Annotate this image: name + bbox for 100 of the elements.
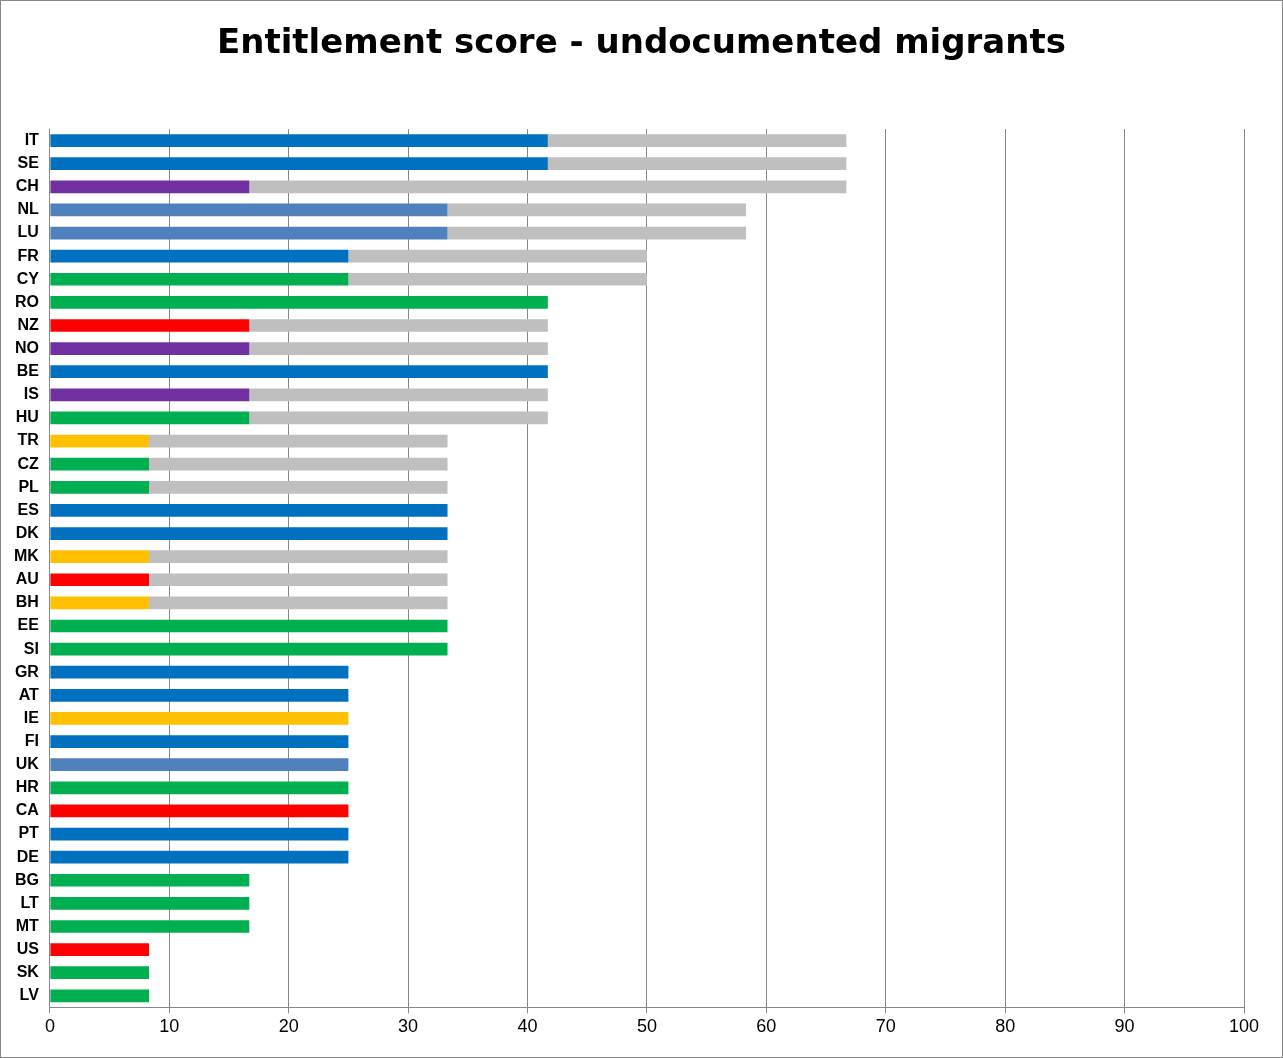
x-tick-label: 80 [995, 1016, 1016, 1037]
y-tick-label: HU [15, 408, 39, 426]
bar [50, 296, 548, 309]
bar [348, 272, 647, 286]
y-tick-label: SK [16, 963, 40, 981]
y-tick-label: ES [17, 500, 40, 518]
x-tick-label: 70 [875, 1016, 896, 1037]
y-tick-label: FI [24, 731, 39, 749]
x-tick-label: 20 [278, 1016, 299, 1037]
bar [249, 388, 548, 402]
bar [50, 527, 448, 540]
y-tick-label: RO [14, 292, 39, 310]
x-tick-label: 100 [1228, 1016, 1260, 1037]
y-tick-label: NO [14, 339, 39, 357]
bar [50, 411, 250, 425]
y-tick-label: FR [17, 246, 40, 264]
y-tick-label: MT [15, 916, 40, 934]
bar [547, 157, 847, 171]
y-tick-label: CZ [17, 454, 40, 472]
bar [50, 249, 349, 263]
bar [50, 480, 149, 494]
bar [149, 550, 448, 563]
bar [50, 157, 548, 171]
bar [50, 619, 448, 633]
y-tick-label: MK [13, 547, 40, 565]
x-tick-label: 90 [1114, 1016, 1135, 1037]
bar [249, 319, 548, 332]
bar [50, 943, 149, 956]
bar [447, 226, 747, 240]
bar [447, 203, 747, 217]
bar [50, 365, 548, 379]
bar [149, 457, 448, 471]
bar [547, 134, 847, 147]
y-tick-label: BH [15, 593, 39, 611]
bar [50, 688, 349, 702]
bar [149, 434, 448, 448]
bar [50, 850, 349, 864]
bar [50, 388, 250, 402]
x-tick-label: 0 [44, 1016, 55, 1037]
bar [50, 804, 349, 818]
y-tick-label: GR [14, 662, 40, 680]
bar [50, 573, 149, 587]
y-tick-label: PT [18, 824, 40, 842]
bar [50, 457, 149, 471]
y-tick-label: IE [23, 708, 40, 726]
bar [50, 712, 349, 725]
bar [50, 665, 349, 679]
bar [50, 226, 448, 240]
y-tick-label: HR [15, 778, 40, 796]
chart-title: Entitlement score - undocumented migrants [216, 21, 1067, 61]
y-tick-label: CY [16, 269, 40, 287]
bar [50, 920, 250, 933]
bar [50, 550, 149, 563]
bar [249, 180, 847, 194]
y-tick-label: PL [18, 477, 40, 495]
y-tick-label: SI [23, 639, 39, 657]
y-tick-label: NZ [17, 315, 40, 333]
bar [50, 781, 349, 795]
bar [50, 642, 448, 656]
bar [50, 735, 349, 748]
x-tick-label: 50 [636, 1016, 657, 1037]
bar [50, 319, 250, 332]
bar [50, 596, 149, 610]
y-tick-label: TR [17, 431, 40, 449]
bar [50, 966, 149, 980]
y-tick-label: EE [17, 616, 40, 634]
y-tick-label: BG [14, 870, 39, 888]
y-tick-label: DK [15, 523, 40, 541]
x-tick-label: 10 [159, 1016, 180, 1037]
y-tick-label: US [16, 940, 40, 958]
bar [50, 134, 548, 147]
x-tick-label: 60 [756, 1016, 777, 1037]
y-tick-label: AT [18, 685, 40, 703]
y-tick-label: UK [15, 755, 40, 773]
y-tick-label: NL [17, 200, 40, 218]
y-tick-label: IT [24, 130, 40, 148]
y-tick-label: BE [16, 362, 40, 380]
x-tick-label: 40 [517, 1016, 538, 1037]
bar [50, 873, 250, 887]
bar [149, 596, 448, 610]
bar [50, 827, 349, 841]
bar [50, 989, 149, 1003]
bar [50, 897, 250, 910]
bar [149, 573, 448, 587]
y-tick-label: LV [19, 986, 40, 1004]
bar [50, 203, 448, 217]
bar [249, 411, 548, 425]
bar [50, 504, 448, 517]
y-tick-label: IS [23, 385, 40, 403]
bar [50, 342, 250, 355]
bar [50, 272, 349, 286]
y-tick-label: DE [16, 847, 40, 865]
bar [149, 480, 448, 494]
y-tick-label: CH [15, 177, 39, 195]
y-tick-label: CA [15, 801, 40, 819]
x-tick-label: 30 [398, 1016, 419, 1037]
y-tick-label: AU [15, 570, 39, 588]
bar [249, 342, 548, 355]
bar [50, 180, 250, 194]
bar [50, 434, 149, 448]
